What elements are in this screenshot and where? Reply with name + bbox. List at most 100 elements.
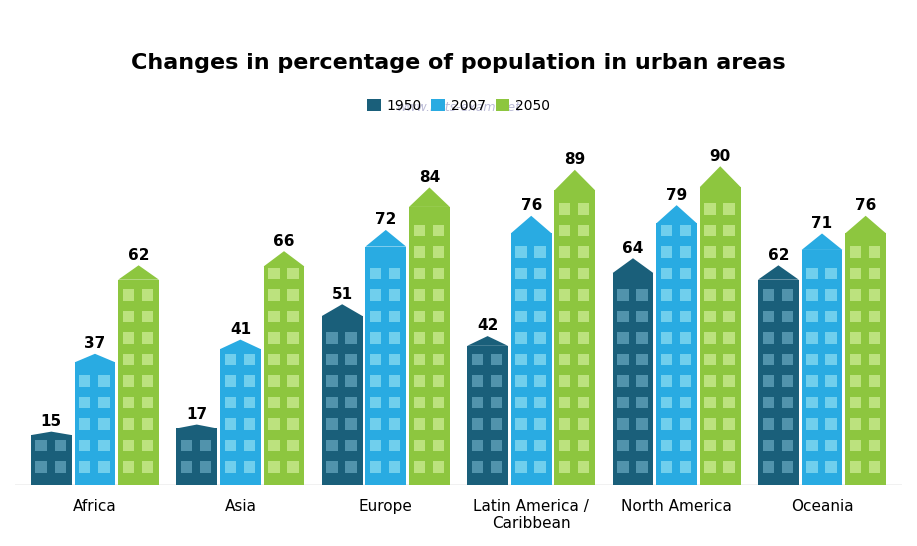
Bar	[869, 354, 880, 365]
Bar	[636, 354, 647, 365]
Bar	[225, 440, 236, 452]
Bar	[617, 332, 628, 344]
Bar	[414, 396, 425, 408]
Bar	[414, 224, 425, 236]
Polygon shape	[758, 265, 799, 280]
Bar	[704, 246, 716, 258]
Bar	[679, 354, 691, 365]
Bar	[636, 332, 647, 344]
Bar	[661, 246, 672, 258]
Bar	[559, 224, 570, 236]
Bar	[98, 375, 110, 387]
Bar	[491, 375, 503, 387]
Bar	[268, 418, 280, 430]
Bar	[244, 354, 255, 365]
Bar	[704, 289, 716, 301]
Bar	[559, 396, 570, 408]
Bar	[414, 354, 425, 365]
Bar	[225, 461, 236, 473]
Bar	[661, 268, 672, 280]
Bar	[244, 375, 255, 387]
Bar	[825, 268, 836, 280]
Bar	[781, 461, 793, 473]
Bar	[176, 429, 217, 485]
Bar	[704, 461, 716, 473]
Bar	[763, 311, 774, 323]
Bar	[98, 396, 110, 408]
Bar	[268, 311, 280, 323]
Bar	[559, 461, 570, 473]
Bar	[724, 354, 735, 365]
Bar	[617, 418, 628, 430]
Bar	[781, 375, 793, 387]
Bar	[724, 246, 735, 258]
Text: 84: 84	[419, 170, 440, 185]
Bar	[617, 396, 628, 408]
Bar	[869, 311, 880, 323]
Bar	[31, 435, 72, 485]
Bar	[578, 268, 590, 280]
Bar	[535, 332, 546, 344]
Bar	[491, 461, 503, 473]
Bar	[142, 332, 153, 344]
Bar	[636, 440, 647, 452]
Bar	[781, 396, 793, 408]
Bar	[850, 375, 861, 387]
Bar	[763, 289, 774, 301]
Bar	[346, 396, 357, 408]
Bar	[346, 332, 357, 344]
Bar	[869, 268, 880, 280]
Polygon shape	[176, 425, 217, 429]
Bar	[268, 461, 280, 473]
Bar	[578, 289, 590, 301]
Bar	[535, 396, 546, 408]
Bar	[559, 311, 570, 323]
Bar	[578, 418, 590, 430]
Bar	[389, 268, 401, 280]
Bar	[370, 332, 381, 344]
Text: 17: 17	[186, 407, 207, 422]
Text: 15: 15	[40, 414, 62, 429]
Bar	[268, 375, 280, 387]
Bar	[515, 289, 526, 301]
Text: 64: 64	[623, 241, 644, 256]
Text: 42: 42	[477, 318, 498, 334]
Bar	[389, 354, 401, 365]
Bar	[850, 289, 861, 301]
Bar	[806, 268, 818, 280]
Bar	[346, 418, 357, 430]
Polygon shape	[74, 354, 116, 363]
Bar	[389, 440, 401, 452]
Bar	[763, 418, 774, 430]
Bar	[433, 375, 444, 387]
Bar	[244, 418, 255, 430]
Polygon shape	[468, 336, 508, 346]
Bar	[471, 396, 483, 408]
Bar	[79, 461, 91, 473]
Polygon shape	[409, 187, 449, 207]
Bar	[433, 461, 444, 473]
Bar	[181, 461, 193, 473]
Polygon shape	[613, 258, 653, 273]
Bar	[724, 268, 735, 280]
Bar	[636, 396, 647, 408]
Bar	[679, 461, 691, 473]
Bar	[433, 332, 444, 344]
Bar	[559, 440, 570, 452]
Bar	[346, 375, 357, 387]
Bar	[414, 375, 425, 387]
Bar	[825, 418, 836, 430]
Bar	[704, 268, 716, 280]
Bar	[346, 354, 357, 365]
Text: 62: 62	[127, 248, 149, 263]
Bar	[806, 440, 818, 452]
Text: 72: 72	[375, 212, 396, 227]
Bar	[806, 354, 818, 365]
Bar	[98, 418, 110, 430]
Bar	[535, 268, 546, 280]
Bar	[724, 396, 735, 408]
Bar	[636, 375, 647, 387]
Text: 51: 51	[332, 287, 353, 301]
Bar	[781, 354, 793, 365]
Bar	[724, 418, 735, 430]
